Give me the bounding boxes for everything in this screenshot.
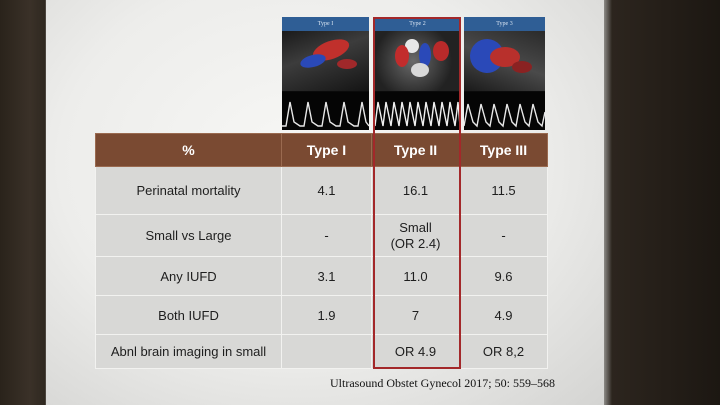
doppler-panel-type-2: Type 2 <box>375 17 460 130</box>
ultrasound-image <box>375 31 460 91</box>
cell-type-2: OR 4.9 <box>371 334 460 369</box>
cell-type-2: Small (OR 2.4) <box>371 214 460 257</box>
header-percent: % <box>95 133 282 167</box>
ultrasound-image <box>282 31 369 91</box>
row-label: Small vs Large <box>95 214 282 257</box>
doppler-panel-type-3: Type 3 <box>464 17 545 130</box>
table-row: Small vs Large - Small (OR 2.4) - <box>95 214 548 257</box>
table-row: Abnl brain imaging in small OR 4.9 OR 8,… <box>95 334 548 369</box>
doppler-waveform <box>464 92 545 130</box>
header-type-1: Type I <box>281 133 372 167</box>
panel-title: Type I <box>282 17 369 31</box>
cell-type-1: - <box>281 214 372 257</box>
cell-type-3: OR 8,2 <box>459 334 548 369</box>
panel-title: Type 3 <box>464 17 545 31</box>
header-type-3: Type III <box>459 133 548 167</box>
cell-type-1: 3.1 <box>281 256 372 296</box>
cell-type-1: 4.1 <box>281 166 372 215</box>
cell-type-3: - <box>459 214 548 257</box>
cell-type-2: 7 <box>371 295 460 335</box>
cell-type-1 <box>281 334 372 369</box>
table-row: Perinatal mortality 4.1 16.1 11.5 <box>95 166 548 215</box>
cell-type-2-line-2: (OR 2.4) <box>390 235 441 251</box>
cell-type-2-line-1: Small <box>399 219 432 235</box>
cell-type-1: 1.9 <box>281 295 372 335</box>
row-label: Perinatal mortality <box>95 166 282 215</box>
table-header-row: % Type I Type II Type III <box>95 133 548 167</box>
outcomes-table: % Type I Type II Type III Perinatal mort… <box>95 133 548 369</box>
doppler-waveform <box>282 92 369 130</box>
cell-type-3: 11.5 <box>459 166 548 215</box>
table-row: Any IUFD 3.1 11.0 9.6 <box>95 256 548 296</box>
row-label: Abnl brain imaging in small <box>95 334 282 369</box>
row-label: Both IUFD <box>95 295 282 335</box>
panel-title: Type 2 <box>375 17 460 31</box>
table-row: Both IUFD 1.9 7 4.9 <box>95 295 548 335</box>
doppler-panel-type-1: Type I <box>282 17 369 130</box>
doppler-waveform <box>375 92 460 130</box>
ultrasound-image <box>464 31 545 91</box>
cell-type-3: 9.6 <box>459 256 548 296</box>
citation: Ultrasound Obstet Gynecol 2017; 50: 559–… <box>330 376 555 390</box>
cell-type-2: 16.1 <box>371 166 460 215</box>
header-type-2: Type II <box>371 133 460 167</box>
cell-type-2: 11.0 <box>371 256 460 296</box>
row-label: Any IUFD <box>95 256 282 296</box>
cell-type-3: 4.9 <box>459 295 548 335</box>
